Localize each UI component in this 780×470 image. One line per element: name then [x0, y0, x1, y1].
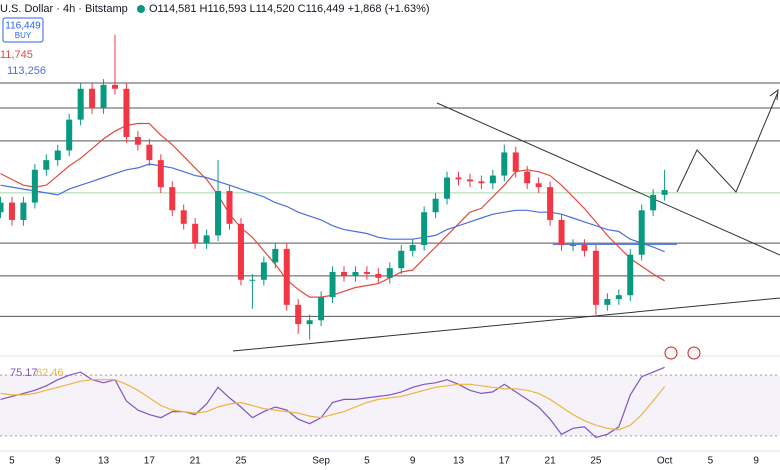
candle-body — [466, 179, 473, 182]
candle-body — [66, 119, 73, 151]
candle-body — [31, 169, 38, 203]
candle-body — [192, 223, 199, 244]
candle-body — [341, 272, 347, 276]
candle-body — [295, 304, 302, 325]
candle-body — [77, 88, 84, 120]
rsi-pane — [0, 366, 780, 439]
candle-body — [112, 84, 118, 89]
candle-body — [638, 210, 645, 255]
candle-body — [581, 245, 588, 251]
chart-title: U.S. Dollar · 4h · Bitstamp — [0, 3, 128, 15]
event-flag[interactable] — [687, 346, 701, 360]
trendline — [232, 297, 780, 352]
buy-button[interactable] — [2, 17, 44, 43]
candle-body — [604, 299, 611, 305]
candle-body — [558, 219, 565, 246]
candle-body — [8, 202, 15, 220]
candle-body — [627, 254, 634, 296]
x-tick-label: Oct — [657, 456, 673, 467]
x-tick-label: 25 — [590, 456, 602, 467]
x-tick-label: 9 — [410, 456, 416, 467]
candle-body — [306, 320, 313, 325]
candle-body — [512, 152, 519, 172]
x-tick-label: 17 — [144, 456, 156, 467]
candle-body — [524, 171, 531, 184]
x-tick-label: 25 — [235, 456, 247, 467]
trendline — [436, 102, 780, 256]
candle-body — [375, 273, 382, 278]
candle-body — [432, 198, 439, 213]
ma-legend: 113,256 — [7, 65, 46, 77]
x-tick-label: 5 — [364, 456, 370, 467]
candle-body — [570, 245, 576, 247]
candle-body — [0, 202, 4, 213]
candle-body — [169, 187, 176, 211]
rsi-line — [0, 366, 665, 439]
x-tick-label: Sep — [312, 456, 330, 467]
x-tick-label: 13 — [453, 456, 465, 467]
candle-body — [650, 194, 657, 211]
candle-body — [249, 279, 256, 281]
candle-body — [203, 235, 210, 244]
candle-body — [180, 210, 187, 224]
candle-body — [592, 250, 599, 305]
rsi-line — [0, 379, 666, 431]
candle-body — [421, 212, 428, 246]
candle-body — [283, 248, 290, 305]
candle-body — [318, 297, 325, 321]
candle-body — [272, 248, 279, 263]
x-tick-label: 9 — [55, 456, 61, 467]
candle-body — [455, 177, 462, 180]
x-tick-label: 21 — [545, 456, 557, 467]
buy-label[interactable]: BUY — [15, 31, 32, 40]
candle-body — [661, 190, 668, 195]
status-dot — [137, 5, 145, 13]
candle-body — [398, 250, 405, 269]
candle-body — [100, 84, 107, 109]
x-axis: 5 9 13 17 21 25 Sep 5 9 13 17 21 25 Oct 5 9 — [9, 456, 759, 467]
candle-body — [215, 191, 222, 236]
quote-text: O114,581 H116,593 L114,520 C116,449 +1,8… — [149, 3, 430, 15]
candle-body — [444, 177, 451, 199]
candle-body — [478, 181, 485, 184]
x-tick-label: 5 — [9, 456, 15, 467]
candle-body — [501, 152, 508, 176]
rsi-legend: 75.17 — [10, 367, 38, 379]
candle-body — [363, 272, 370, 274]
candle-body — [352, 272, 359, 276]
candle-body — [89, 88, 96, 109]
projection — [676, 91, 779, 193]
candle-body — [134, 136, 141, 145]
event-flag[interactable] — [664, 346, 678, 360]
rsi-legend: 62.46 — [36, 367, 64, 379]
candle-body — [260, 262, 267, 280]
candle-body — [54, 150, 61, 161]
x-tick-label: 5 — [708, 456, 714, 467]
candle-body — [329, 272, 336, 298]
candle-body — [226, 191, 233, 224]
moving-average — [0, 163, 665, 253]
buy-price[interactable]: 116,449 — [5, 21, 41, 32]
candle-body — [237, 223, 244, 280]
x-tick-label: 9 — [753, 456, 759, 467]
candle-body — [535, 183, 542, 188]
x-tick-label: 13 — [98, 456, 110, 467]
candle-body — [146, 144, 153, 161]
candle-body — [386, 268, 393, 278]
candle-body — [409, 245, 416, 251]
ma-legend: 11,745 — [0, 49, 33, 61]
candles — [0, 34, 668, 340]
candle-body — [615, 295, 622, 300]
candle-body — [547, 187, 554, 220]
candle-body — [123, 88, 130, 137]
candle-body — [157, 160, 164, 188]
candle-body — [20, 202, 27, 220]
candle-body — [43, 160, 50, 170]
x-tick-label: 21 — [190, 456, 202, 467]
x-tick-label: 17 — [499, 456, 511, 467]
projection-arrow — [769, 88, 779, 101]
candle-body — [489, 175, 496, 184]
